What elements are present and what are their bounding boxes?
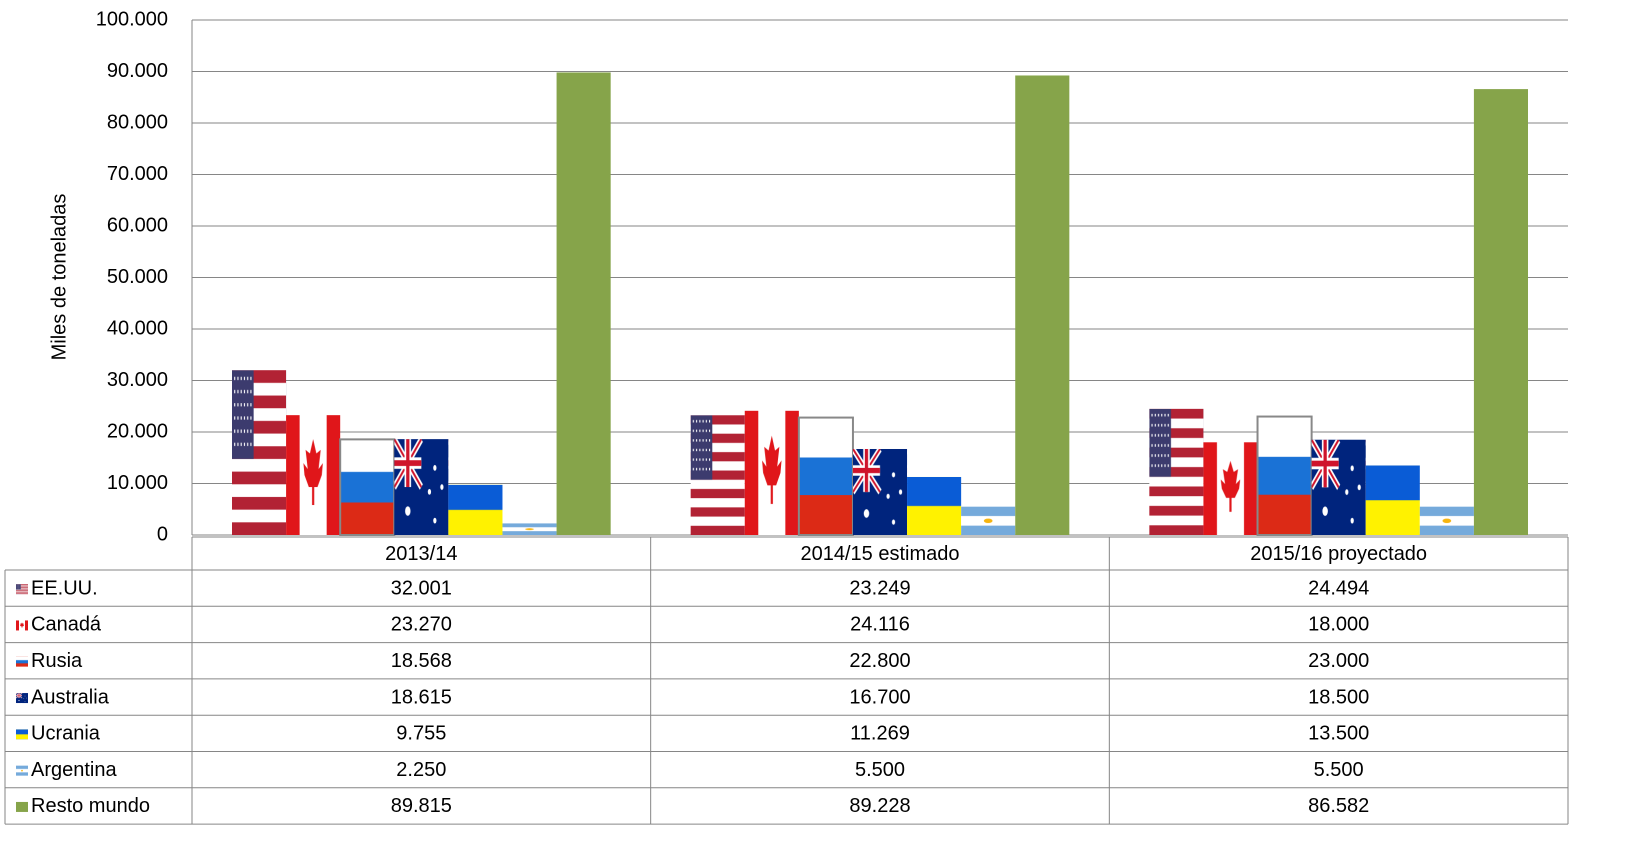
table-value: 23.249 xyxy=(849,577,910,599)
table-value: 89.228 xyxy=(849,795,910,817)
table-value: 2.250 xyxy=(396,759,446,781)
legend-label: Argentina xyxy=(31,759,117,781)
table-value: 18.568 xyxy=(391,650,452,672)
bar xyxy=(744,410,799,535)
legend-label: EE.UU. xyxy=(31,577,98,599)
y-axis-label: Miles de toneladas xyxy=(48,194,70,361)
y-tick-label: 30.000 xyxy=(107,369,168,391)
table-value: 13.500 xyxy=(1308,723,1369,745)
table-value: 24.494 xyxy=(1308,577,1369,599)
table-value: 22.800 xyxy=(849,650,910,672)
bar xyxy=(448,484,503,535)
legend-key xyxy=(16,765,28,776)
x-tick-label: 2015/16 proyectado xyxy=(1250,543,1427,565)
legend-label: Australia xyxy=(31,686,110,708)
table-value: 5.500 xyxy=(1314,759,1364,781)
table-value: 89.815 xyxy=(391,795,452,817)
bar xyxy=(1149,408,1204,535)
y-tick-label: 10.000 xyxy=(107,472,168,494)
bar xyxy=(1419,506,1474,535)
bar xyxy=(797,416,854,536)
table-value: 86.582 xyxy=(1308,795,1369,817)
bar xyxy=(690,415,745,535)
bar xyxy=(907,476,962,535)
table-value: 18.615 xyxy=(391,686,452,708)
legend-key xyxy=(16,620,28,631)
legend-label: Ucrania xyxy=(31,723,101,745)
y-tick-label: 90.000 xyxy=(107,60,168,82)
bar xyxy=(1311,439,1366,535)
table-value: 18.000 xyxy=(1308,614,1369,636)
legend-key xyxy=(16,801,28,812)
legend-key xyxy=(16,656,28,667)
bar xyxy=(961,506,1016,535)
table-value: 16.700 xyxy=(849,686,910,708)
y-tick-label: 60.000 xyxy=(107,214,168,236)
bar xyxy=(232,370,287,535)
y-tick-label: 50.000 xyxy=(107,266,168,288)
bar xyxy=(286,415,341,535)
bar xyxy=(1256,415,1313,536)
table-value: 5.500 xyxy=(855,759,905,781)
legend-key xyxy=(16,584,28,595)
bar xyxy=(1203,442,1258,535)
bar xyxy=(1015,75,1070,535)
table-value: 11.269 xyxy=(850,723,910,745)
y-tick-label: 100.000 xyxy=(96,8,168,30)
table-value: 9.755 xyxy=(396,723,446,745)
bar xyxy=(852,448,908,535)
legend-label: Resto mundo xyxy=(31,795,150,817)
y-tick-label: 40.000 xyxy=(107,317,168,339)
table-value: 24.116 xyxy=(850,614,910,636)
y-tick-label: 70.000 xyxy=(107,163,168,185)
bar xyxy=(1365,465,1420,535)
y-tick-label: 80.000 xyxy=(107,111,168,133)
table-value: 23.000 xyxy=(1308,650,1369,672)
legend-label: Canadá xyxy=(31,614,102,636)
bar xyxy=(556,72,611,535)
table-value: 32.001 xyxy=(391,577,452,599)
legend-key xyxy=(16,693,28,704)
x-tick-label: 2014/15 estimado xyxy=(800,543,959,565)
x-tick-label: 2013/14 xyxy=(385,543,457,565)
table-value: 18.500 xyxy=(1308,686,1369,708)
legend-label: Rusia xyxy=(31,650,83,672)
bar xyxy=(394,439,449,535)
legend-key xyxy=(16,729,28,740)
y-tick-label: 20.000 xyxy=(107,420,168,442)
bar xyxy=(1473,89,1528,536)
bar xyxy=(339,438,396,536)
table-value: 23.270 xyxy=(391,614,452,636)
y-tick-label: 0 xyxy=(157,523,168,545)
bar xyxy=(502,523,557,535)
